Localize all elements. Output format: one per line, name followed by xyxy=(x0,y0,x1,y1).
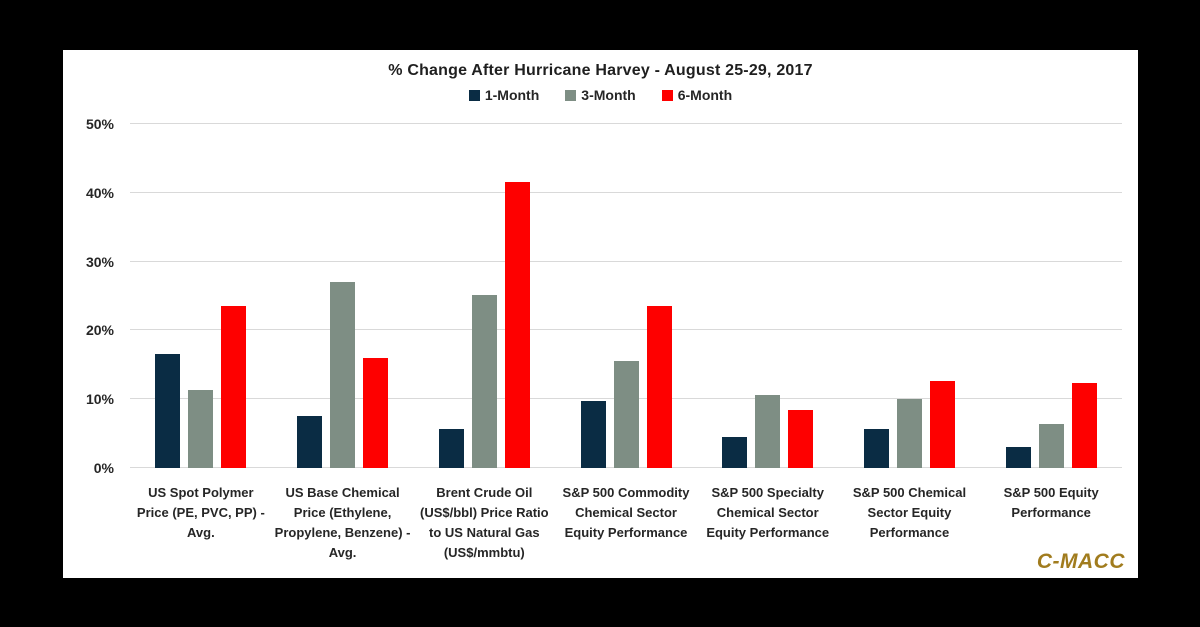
bar-group xyxy=(555,124,697,468)
bar-6-month xyxy=(646,305,672,468)
x-axis-category-label: S&P 500 Chemical Sector Equity Performan… xyxy=(852,485,967,540)
bar-1-month xyxy=(863,429,889,468)
gridline xyxy=(130,123,1122,124)
bar-1-month xyxy=(297,416,323,468)
legend-label: 3-Month xyxy=(581,87,636,103)
gridline xyxy=(130,260,1122,262)
bar-3-month xyxy=(188,389,214,468)
x-axis-category-label: US Base Chemical Price (Ethylene, Propyl… xyxy=(274,485,411,560)
x-axis-category-label: S&P 500 Commodity Chemical Sector Equity… xyxy=(562,485,690,540)
y-axis-tick-label: 50% xyxy=(85,116,114,132)
legend-swatch-6-month-icon xyxy=(661,89,673,101)
gridline xyxy=(130,329,1122,331)
y-axis-tick-label: 30% xyxy=(85,253,114,270)
x-axis-category-label: US Spot Polymer Price (PE, PVC, PP) - Av… xyxy=(136,485,265,540)
bar-1-month xyxy=(1005,446,1031,468)
bar-6-month xyxy=(363,357,389,468)
bar-group xyxy=(980,124,1122,468)
bar-1-month xyxy=(580,401,606,468)
x-axis-category-label: Brent Crude Oil (US$/bbl) Price Ratio to… xyxy=(420,485,549,560)
x-axis: US Spot Polymer Price (PE, PVC, PP) - Av… xyxy=(130,483,1122,563)
bar-3-month xyxy=(755,395,781,468)
bar-group xyxy=(839,124,981,468)
x-axis-category-label: S&P 500 Equity Performance xyxy=(1003,485,1099,520)
y-axis-tick-label: 10% xyxy=(85,391,114,408)
y-axis: 0% 10% 20% 30% 40% 50% xyxy=(63,116,123,476)
bar-6-month xyxy=(1071,382,1097,468)
cmacc-logo: C-MACC xyxy=(1036,550,1125,573)
bar-group xyxy=(272,124,414,468)
x-axis-category-label: S&P 500 Specialty Chemical Sector Equity… xyxy=(706,485,830,540)
gridline xyxy=(130,191,1122,193)
legend-swatch-3-month-icon xyxy=(565,89,577,101)
bar-3-month xyxy=(330,282,356,468)
legend-item-6-month: 6-Month xyxy=(661,87,733,103)
bar-6-month xyxy=(788,409,814,468)
chart-title: % Change After Hurricane Harvey - August… xyxy=(388,62,813,79)
bar-3-month xyxy=(896,399,922,468)
plot-area xyxy=(130,123,1122,468)
legend-label: 6-Month xyxy=(677,87,733,103)
bar-6-month xyxy=(929,380,955,468)
y-axis-tick-label: 0% xyxy=(93,460,114,476)
bar-group xyxy=(697,124,839,468)
bar-1-month xyxy=(438,429,464,468)
bar-6-month xyxy=(504,182,530,468)
legend-label: 1-Month xyxy=(484,87,540,103)
y-axis-tick-label: 20% xyxy=(85,322,114,339)
y-axis-tick-label: 40% xyxy=(85,184,114,201)
legend-item-3-month: 3-Month xyxy=(565,87,636,103)
bar-6-month xyxy=(221,306,247,468)
bar-3-month xyxy=(1038,423,1064,468)
legend-swatch-1-month-icon xyxy=(468,89,480,101)
legend: 1-Month 3-Month 6-Month xyxy=(63,87,1138,103)
bar-group xyxy=(130,124,272,468)
bar-group xyxy=(413,124,555,468)
bar-3-month xyxy=(471,294,497,468)
bar-3-month xyxy=(613,360,639,468)
chart-panel: % Change After Hurricane Harvey - August… xyxy=(63,50,1138,578)
bar-1-month xyxy=(155,353,181,468)
legend-item-1-month: 1-Month xyxy=(468,87,540,103)
bar-1-month xyxy=(722,437,748,468)
